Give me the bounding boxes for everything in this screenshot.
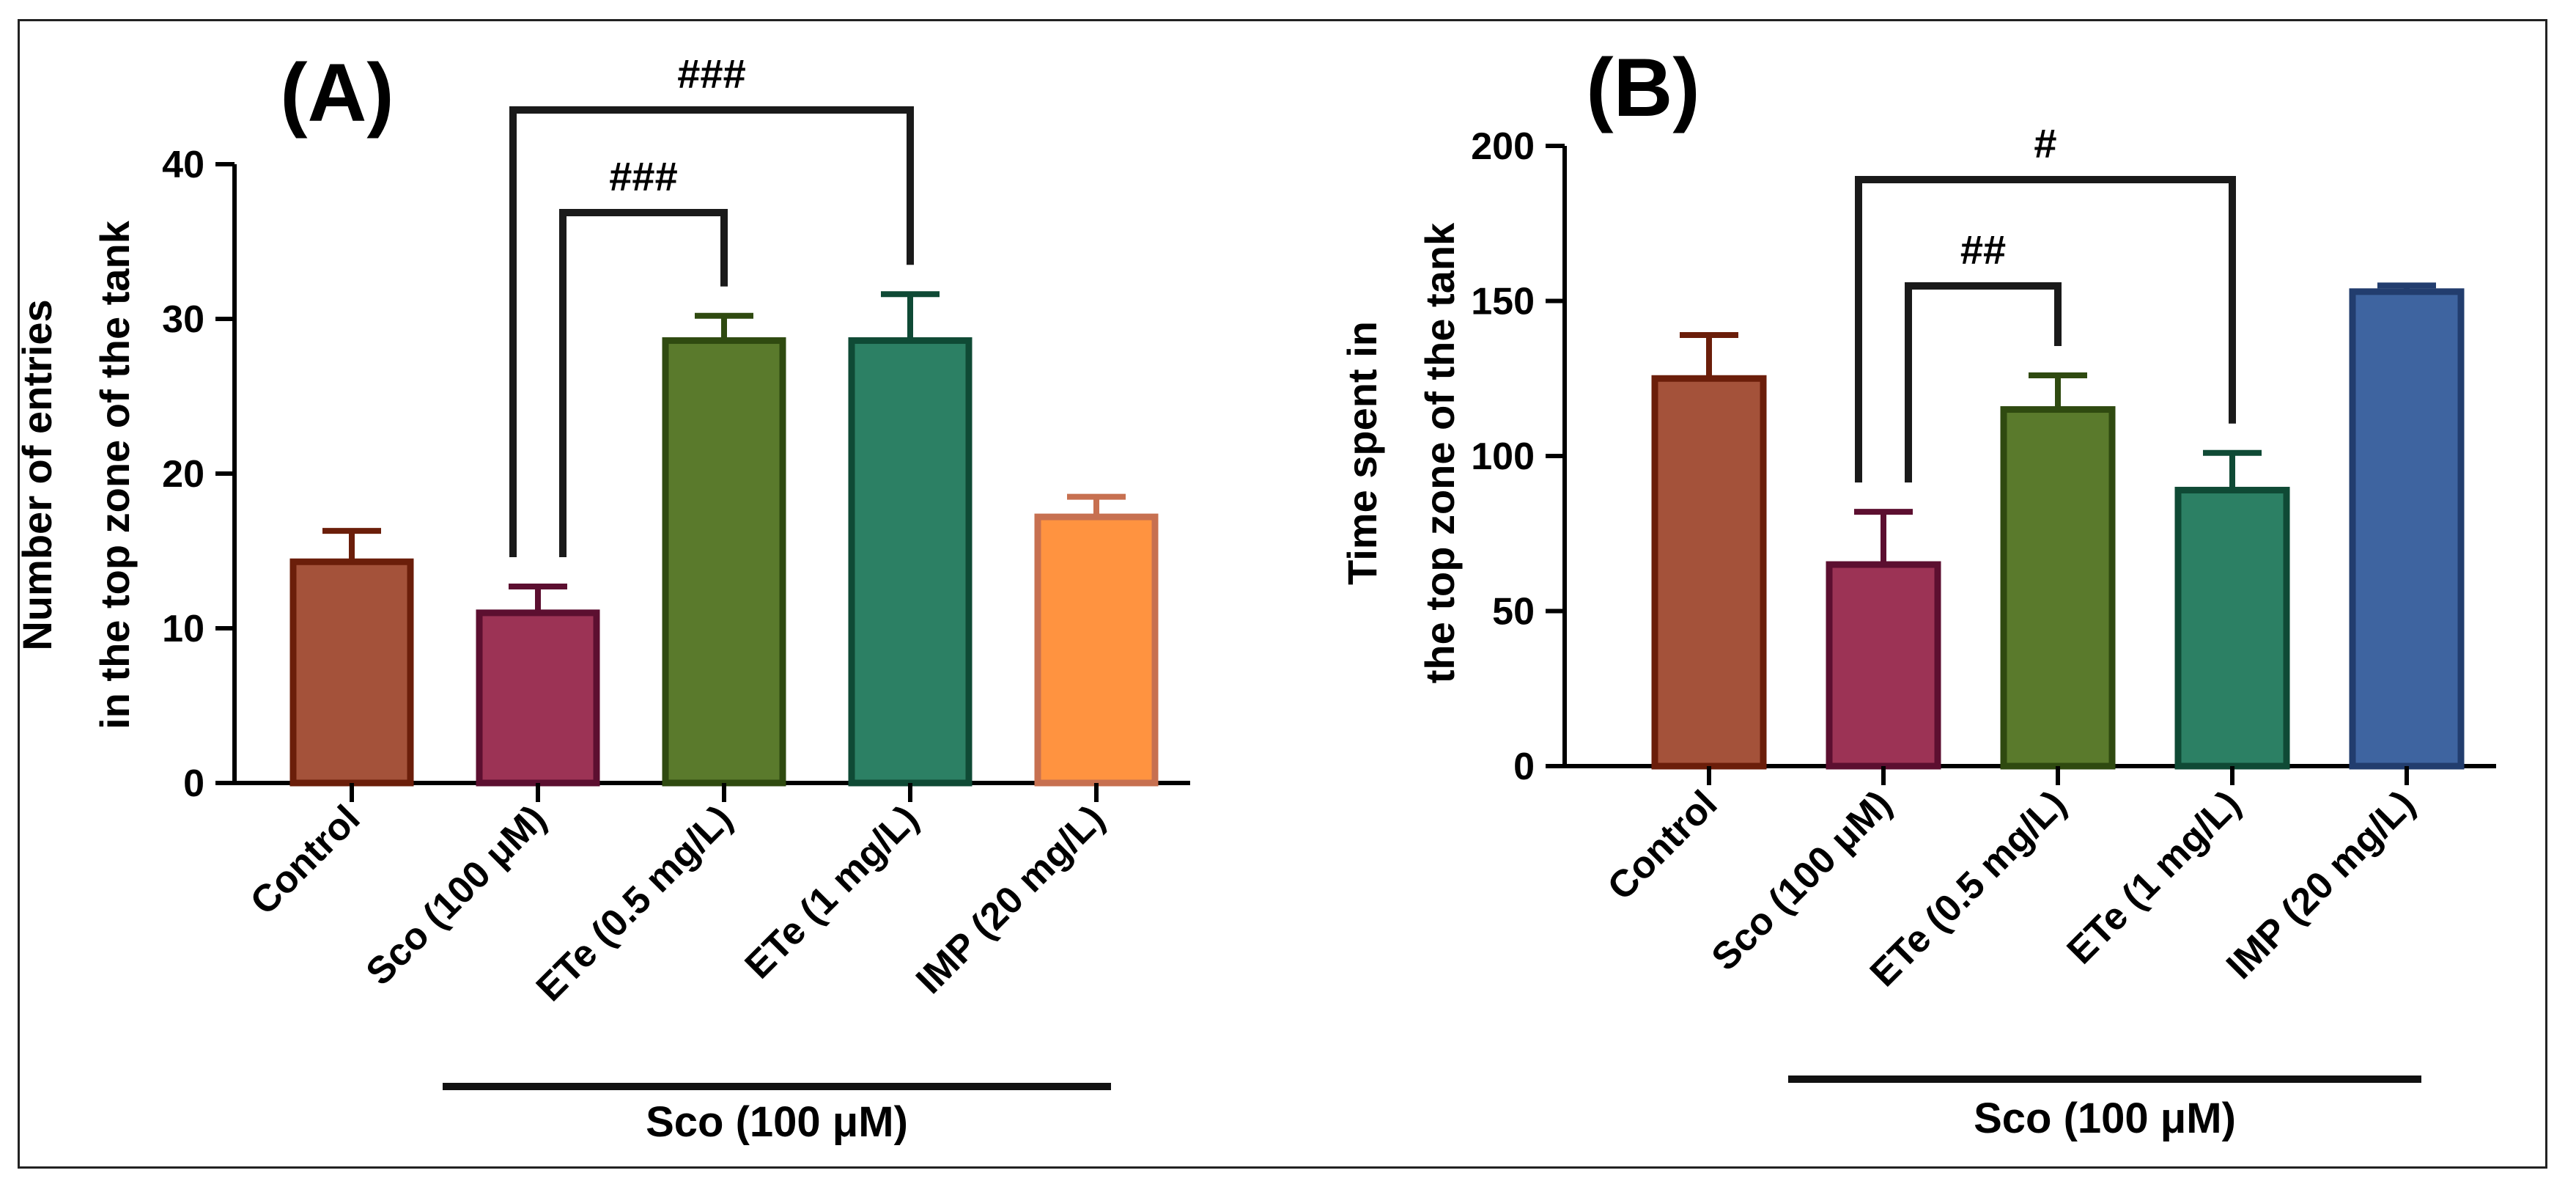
significance-bracket xyxy=(1905,282,2062,483)
bar xyxy=(289,558,414,787)
group-label: Sco (100 μM) xyxy=(1974,1095,2236,1142)
y-tick-label: 0 xyxy=(1513,746,1535,788)
y-tick-label: 20 xyxy=(162,453,204,496)
category-label: Sco (100 μM) xyxy=(1704,782,1900,979)
y-tick-label: 40 xyxy=(162,144,204,186)
y-axis-label: the top zone of the tank xyxy=(1417,222,1463,683)
bar xyxy=(1034,513,1159,787)
y-axis-label: Number of entries xyxy=(14,299,60,650)
y-axis-label: in the top zone of the tank xyxy=(92,220,138,729)
bar xyxy=(2174,487,2290,770)
y-tick-label: 200 xyxy=(1471,125,1535,168)
y-tick-label: 0 xyxy=(183,762,204,805)
group-label: Sco (100 μM) xyxy=(646,1098,908,1146)
y-tick-label: 100 xyxy=(1471,435,1535,478)
significance-bracket xyxy=(1855,176,2236,483)
significance-label: ### xyxy=(677,51,745,97)
significance-label: # xyxy=(2034,120,2056,166)
y-tick-label: 30 xyxy=(162,298,204,341)
panel-label: (A) xyxy=(280,47,394,139)
bar xyxy=(848,337,973,787)
bar xyxy=(1826,561,1941,770)
significance-label: ### xyxy=(609,153,677,199)
bar xyxy=(2349,288,2465,770)
y-tick-label: 150 xyxy=(1471,281,1535,323)
category-label: Control xyxy=(1600,782,1726,908)
y-tick-label: 50 xyxy=(1492,591,1535,633)
significance-bracket xyxy=(559,209,728,558)
bar xyxy=(662,337,786,787)
panel-label: (B) xyxy=(1586,42,1700,133)
y-axis-label: Time spent in xyxy=(1339,321,1385,585)
bar xyxy=(476,609,600,787)
significance-bracket xyxy=(509,106,914,558)
bar xyxy=(1651,375,1767,770)
bar xyxy=(2000,406,2116,770)
significance-label: ## xyxy=(1960,227,2006,273)
y-tick-label: 10 xyxy=(162,608,204,650)
category-label: ETe (1 mg/L) xyxy=(2059,782,2249,972)
category-label: IMP (20 mg/L) xyxy=(2218,782,2423,987)
